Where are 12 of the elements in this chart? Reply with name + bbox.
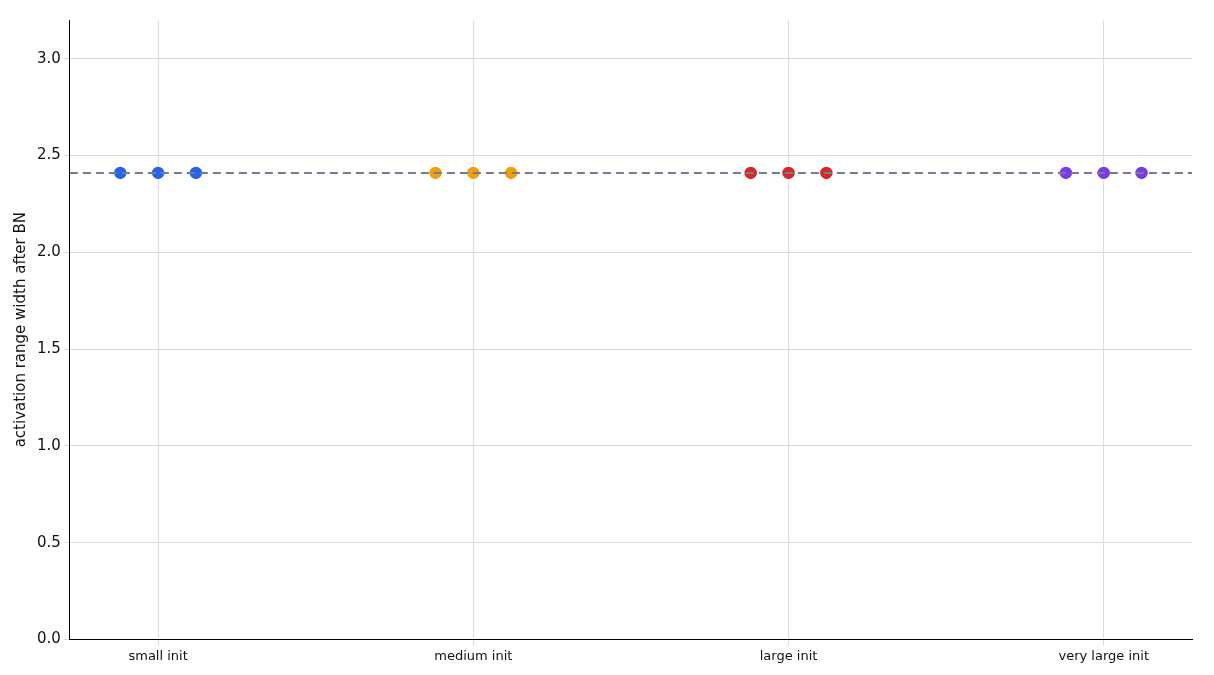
x-tick-label: very large init <box>1058 647 1149 663</box>
y-axis-title: activation range width after BN <box>10 212 29 448</box>
y-tick-label: 3.0 <box>37 48 61 67</box>
y-tick-label: 1.5 <box>37 338 61 357</box>
y-tick-label: 0.5 <box>37 532 61 551</box>
y-tick-label: 0.0 <box>37 629 61 648</box>
x-tick-label: small init <box>128 647 188 663</box>
y-tick-label: 2.0 <box>37 242 61 261</box>
x-tick-label: large init <box>759 647 818 663</box>
x-tick-label: medium init <box>434 647 513 663</box>
y-tick-label: 2.5 <box>37 145 61 164</box>
y-tick-label: 1.0 <box>37 435 61 454</box>
